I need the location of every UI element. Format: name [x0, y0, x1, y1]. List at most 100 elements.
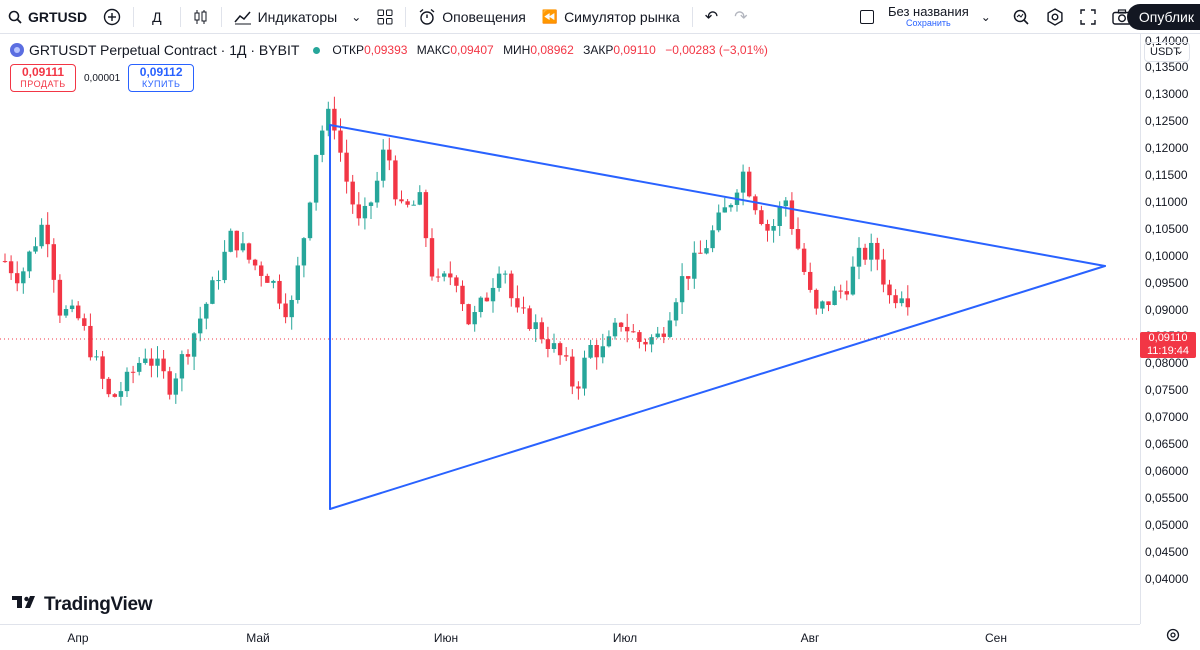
candle-body [265, 275, 270, 283]
legend-title[interactable]: GRTUSDT Perpetual Contract · 1Д · BYBIT [29, 42, 300, 58]
candle-body [289, 299, 294, 318]
candle [661, 327, 666, 344]
candle-body [686, 276, 691, 279]
candle-body [21, 271, 26, 284]
tradingview-watermark[interactable]: TradingView [12, 594, 153, 616]
replay-label: Симулятор рынка [564, 8, 680, 25]
candle-body [692, 252, 697, 279]
candle-body [320, 130, 325, 155]
interval-button[interactable]: Д [138, 0, 175, 34]
fullscreen-button[interactable] [1072, 0, 1104, 34]
candle [252, 258, 258, 271]
candle-body [338, 130, 343, 153]
indicators-button[interactable]: Индикаторы ⌄ [226, 0, 370, 34]
candle [356, 192, 361, 226]
candle-body [832, 290, 837, 306]
candle-body [381, 149, 386, 181]
candle [100, 350, 105, 390]
settings-button[interactable] [1038, 0, 1072, 34]
sell-button[interactable]: 0,09111 ПРОДАТЬ [10, 64, 76, 92]
candle-body [277, 280, 282, 304]
price-chart[interactable] [0, 34, 1140, 624]
time-axis[interactable]: Апр Май Июн Июл Авг Сен [0, 624, 1140, 650]
candle [76, 301, 81, 321]
candle [161, 349, 166, 379]
candle-body [259, 265, 264, 276]
undo-button[interactable]: ↶ [697, 0, 726, 34]
currency-selector[interactable]: USDT [1144, 42, 1190, 62]
price-tick-label: 0,08000 [1145, 356, 1189, 371]
candle [545, 326, 551, 358]
price-axis[interactable]: 0,14000 0,13500 0,13000 0,12500 0,12000 0,115… [1140, 34, 1200, 624]
candle [210, 276, 215, 305]
triangle-upper-trendline [329, 124, 1106, 267]
layout-save-link[interactable]: Сохранить [906, 17, 951, 28]
candle-body [222, 251, 227, 281]
chevron-down-icon[interactable]: ⌄ [351, 9, 362, 24]
candle [899, 291, 904, 307]
toolbar-divider [179, 6, 181, 27]
candle [185, 349, 191, 365]
candle-body [875, 242, 880, 260]
candle [45, 212, 50, 258]
magnifier-chart-icon [1012, 8, 1030, 26]
candle [618, 321, 624, 332]
candle [600, 333, 605, 364]
toolbar-divider [220, 6, 222, 27]
candle-body [625, 326, 630, 332]
time-tick-label: Авг [800, 631, 820, 645]
candle [557, 341, 563, 365]
candle-body [204, 303, 209, 319]
candle [472, 305, 477, 332]
candle [362, 197, 368, 230]
candle [612, 318, 618, 340]
candle [368, 201, 374, 220]
candle-body [527, 308, 532, 330]
symbol-search[interactable]: GRTUSD [0, 0, 95, 34]
price-tick-label: 0,09000 [1145, 302, 1189, 317]
buy-button[interactable]: 0,09112 КУПИТЬ [128, 64, 195, 92]
candle [679, 263, 685, 314]
low-value: 0,08962 [530, 43, 574, 57]
ohlc-values: ОТКР0,09393 МАКС0,09407 МИН0,08962 ЗАКР0… [332, 43, 774, 57]
candle [179, 350, 185, 392]
candle [69, 299, 75, 313]
candle [808, 262, 813, 293]
candle-body [838, 290, 843, 292]
plus-circle-icon [103, 8, 121, 26]
layout-button[interactable]: Без названия Сохранить ⌄ [852, 0, 999, 34]
candle [173, 373, 178, 404]
chevron-down-icon[interactable]: ⌄ [980, 9, 991, 24]
candle [57, 274, 63, 323]
candle [344, 139, 349, 194]
candle [527, 305, 532, 331]
quick-search-button[interactable] [1004, 0, 1038, 34]
alerts-button[interactable]: Оповещения [410, 0, 534, 34]
candle [216, 270, 221, 290]
candle-body [94, 356, 99, 358]
chart-type-button[interactable] [185, 0, 217, 34]
compare-button[interactable] [95, 0, 129, 34]
candle-body [564, 355, 569, 357]
candle [692, 241, 697, 289]
candle [423, 189, 429, 247]
price-tick-label: 0,10000 [1145, 248, 1189, 263]
redo-button[interactable]: ↷ [726, 0, 755, 34]
candle [747, 166, 752, 198]
candle-body [88, 325, 93, 358]
candle-body [722, 207, 727, 213]
candle [570, 349, 575, 395]
candle [893, 289, 898, 309]
candle [21, 267, 26, 294]
indicators-icon [234, 9, 252, 25]
scale-settings-icon[interactable] [1166, 628, 1180, 645]
replay-button[interactable]: ⏪ Симулятор рынка [534, 0, 688, 34]
publish-button[interactable]: Опублик [1126, 4, 1200, 30]
candle [8, 255, 14, 280]
templates-button[interactable] [369, 0, 401, 34]
candle-body [716, 212, 721, 231]
candle-body [771, 226, 776, 231]
gear-icon [1046, 7, 1064, 26]
candle-body [679, 276, 685, 303]
candle-body [612, 322, 618, 337]
